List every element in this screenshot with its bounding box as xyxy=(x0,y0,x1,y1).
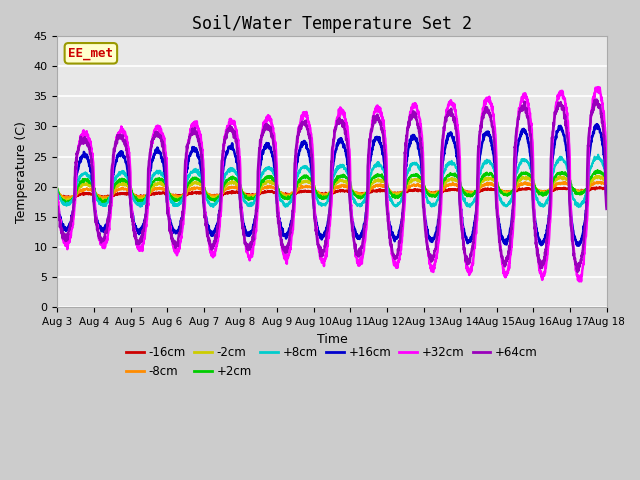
+8cm xyxy=(554,160,562,166)
+8cm xyxy=(360,199,367,204)
+2cm xyxy=(360,192,368,198)
-2cm xyxy=(593,173,601,179)
+16cm xyxy=(207,230,214,236)
+2cm xyxy=(603,176,611,182)
+2cm xyxy=(570,186,577,192)
+32cm xyxy=(207,247,214,253)
-8cm xyxy=(68,196,76,202)
+8cm xyxy=(348,190,356,196)
+8cm xyxy=(492,172,499,178)
Line: -16cm: -16cm xyxy=(58,187,607,198)
-8cm xyxy=(561,179,569,185)
+2cm xyxy=(492,176,499,182)
+32cm xyxy=(595,84,602,90)
+2cm xyxy=(207,195,214,201)
+8cm xyxy=(595,152,602,157)
-8cm xyxy=(492,183,499,189)
-8cm xyxy=(603,182,611,188)
Line: +8cm: +8cm xyxy=(58,155,607,207)
+32cm xyxy=(348,213,356,219)
+32cm xyxy=(492,132,499,138)
+32cm xyxy=(360,248,367,254)
+16cm xyxy=(593,121,600,127)
-2cm xyxy=(492,180,499,185)
-8cm xyxy=(554,181,562,187)
+8cm xyxy=(54,188,61,193)
+64cm xyxy=(492,161,499,167)
+32cm xyxy=(603,180,611,186)
-16cm xyxy=(554,186,562,192)
-8cm xyxy=(570,187,577,193)
-16cm xyxy=(570,188,577,193)
+8cm xyxy=(570,196,577,202)
+16cm xyxy=(570,228,577,234)
+64cm xyxy=(573,269,581,275)
+64cm xyxy=(348,220,356,226)
X-axis label: Time: Time xyxy=(317,333,348,346)
+32cm xyxy=(570,241,577,247)
Line: +64cm: +64cm xyxy=(58,99,607,272)
+16cm xyxy=(348,212,356,218)
+64cm xyxy=(54,204,61,210)
+2cm xyxy=(61,201,69,206)
-2cm xyxy=(603,178,611,184)
-2cm xyxy=(570,187,577,192)
+2cm xyxy=(554,171,562,177)
-8cm xyxy=(348,187,356,193)
+8cm xyxy=(207,202,214,207)
-16cm xyxy=(207,192,214,198)
-2cm xyxy=(348,188,356,193)
+16cm xyxy=(603,200,611,205)
+8cm xyxy=(575,204,582,210)
-2cm xyxy=(63,199,70,204)
+64cm xyxy=(592,96,600,102)
-16cm xyxy=(360,192,368,197)
Text: EE_met: EE_met xyxy=(68,47,113,60)
Line: +2cm: +2cm xyxy=(58,170,607,204)
+8cm xyxy=(603,179,611,185)
-16cm xyxy=(54,191,61,197)
-8cm xyxy=(207,192,214,198)
+2cm xyxy=(594,167,602,173)
-2cm xyxy=(54,186,61,192)
+16cm xyxy=(492,169,499,175)
+16cm xyxy=(360,223,367,229)
-2cm xyxy=(554,176,562,181)
-16cm xyxy=(492,187,499,193)
-2cm xyxy=(360,193,368,199)
Title: Soil/Water Temperature Set 2: Soil/Water Temperature Set 2 xyxy=(192,15,472,33)
+2cm xyxy=(54,186,61,192)
+64cm xyxy=(554,102,562,108)
+64cm xyxy=(360,234,367,240)
+16cm xyxy=(54,202,61,208)
-8cm xyxy=(360,192,368,197)
+16cm xyxy=(575,243,582,249)
+2cm xyxy=(348,188,356,194)
-2cm xyxy=(207,194,214,200)
-16cm xyxy=(348,189,356,194)
-8cm xyxy=(54,190,61,195)
Legend: -16cm, -8cm, -2cm, +2cm, +8cm, +16cm, +32cm, +64cm: -16cm, -8cm, -2cm, +2cm, +8cm, +16cm, +3… xyxy=(122,341,543,383)
Line: +32cm: +32cm xyxy=(58,87,607,281)
+64cm xyxy=(570,245,577,251)
-16cm xyxy=(596,184,604,190)
+32cm xyxy=(554,94,562,100)
+64cm xyxy=(603,206,611,212)
Y-axis label: Temperature (C): Temperature (C) xyxy=(15,120,28,223)
-16cm xyxy=(62,195,70,201)
Line: +16cm: +16cm xyxy=(58,124,607,246)
+32cm xyxy=(577,278,585,284)
+32cm xyxy=(54,192,61,197)
-16cm xyxy=(603,186,611,192)
+16cm xyxy=(554,128,562,134)
Line: -2cm: -2cm xyxy=(58,176,607,202)
Line: -8cm: -8cm xyxy=(58,182,607,199)
+64cm xyxy=(207,242,214,248)
